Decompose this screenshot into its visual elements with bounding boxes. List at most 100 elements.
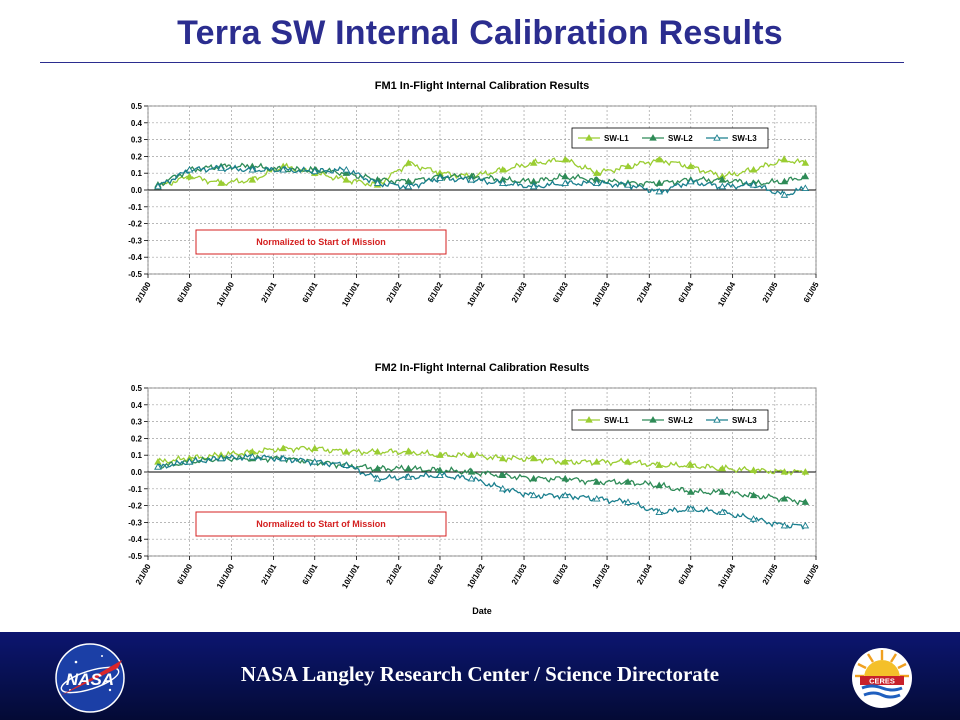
chart-fm1: FM1 In-Flight Internal Calibration Resul…	[128, 80, 821, 308]
x-tick-label: 6/1/02	[426, 280, 445, 304]
data-point-sw-l1	[404, 447, 413, 455]
x-tick-label: 6/1/03	[551, 280, 570, 304]
data-point-sw-l3	[467, 176, 476, 183]
y-tick-label: -0.1	[128, 485, 142, 494]
data-point-sw-l3	[467, 474, 476, 482]
data-point-sw-l3	[373, 474, 382, 482]
data-point-sw-l2	[801, 172, 810, 180]
data-point-sw-l3	[279, 165, 287, 173]
x-tick-label: 2/1/03	[510, 280, 529, 304]
data-point-sw-l2	[749, 491, 758, 499]
data-point-sw-l1	[801, 468, 810, 475]
x-tick-label: 2/1/03	[510, 562, 529, 586]
x-tick-label: 10/1/03	[591, 562, 612, 590]
data-point-sw-l3	[217, 164, 225, 171]
y-tick-label: -0.2	[128, 220, 142, 229]
x-tick-label: 2/1/04	[635, 562, 654, 586]
x-tick-label: 6/1/03	[551, 562, 570, 586]
data-point-sw-l1	[655, 155, 663, 163]
data-point-sw-l1	[801, 159, 810, 166]
y-tick-label: 0.1	[131, 169, 143, 178]
y-tick-label: -0.1	[128, 203, 142, 212]
legend-label: SW-L2	[668, 134, 693, 143]
data-point-sw-l3	[624, 181, 632, 188]
legend-marker-sw-l2	[649, 416, 657, 423]
nasa-logo-text: NASA	[66, 670, 114, 689]
data-point-sw-l3	[718, 508, 727, 515]
data-point-sw-l3	[248, 165, 257, 173]
data-point-sw-l1	[780, 155, 789, 163]
nasa-meatball-icon: NASA	[55, 643, 125, 713]
data-point-sw-l3	[248, 452, 257, 460]
data-point-sw-l3	[749, 181, 758, 188]
data-point-sw-l3	[686, 505, 695, 512]
data-point-sw-l1	[217, 179, 225, 186]
data-point-sw-l2	[655, 179, 663, 186]
x-tick-label: 10/1/03	[591, 280, 612, 308]
data-point-sw-l1	[248, 176, 257, 183]
data-point-sw-l1	[780, 468, 789, 475]
data-point-sw-l1	[498, 165, 507, 173]
data-point-sw-l3	[373, 179, 382, 186]
data-point-sw-l3	[749, 515, 758, 522]
data-point-sw-l3	[404, 182, 413, 190]
data-point-sw-l3	[342, 165, 351, 173]
legend-marker-sw-l3	[713, 416, 721, 423]
legend-box	[571, 409, 769, 431]
data-point-sw-l1	[592, 458, 601, 465]
y-tick-label: 0.1	[131, 451, 143, 460]
x-tick-label: 2/1/05	[761, 562, 780, 586]
y-tick-label: 0.3	[131, 418, 143, 427]
series-line-sw-l3	[157, 453, 806, 530]
x-tick-label: 6/1/02	[426, 562, 445, 586]
data-point-sw-l1	[686, 162, 695, 170]
data-point-sw-l3	[655, 187, 663, 195]
y-tick-label: 0.5	[131, 102, 143, 111]
data-point-sw-l3	[498, 179, 507, 186]
x-tick-label: 10/1/00	[215, 280, 236, 308]
x-tick-label: 2/1/01	[259, 562, 278, 586]
data-point-sw-l3	[686, 177, 695, 185]
x-tick-label: 6/1/00	[175, 280, 194, 304]
data-point-sw-l3	[310, 167, 319, 175]
data-point-sw-l2	[561, 172, 569, 180]
data-point-sw-l3	[185, 458, 194, 465]
annotation-text: Normalized to Start of Mission	[256, 519, 386, 529]
legend-marker-sw-l1	[585, 134, 593, 141]
data-point-sw-l1	[279, 444, 287, 452]
data-point-sw-l3	[592, 179, 601, 186]
x-tick-label: 2/1/01	[259, 280, 278, 304]
x-tick-label: 10/1/02	[465, 562, 486, 590]
data-point-sw-l3	[592, 494, 601, 502]
y-tick-label: 0.0	[131, 186, 143, 195]
data-point-sw-l2	[561, 474, 569, 482]
data-point-sw-l2	[529, 474, 538, 482]
x-tick-label: 6/1/01	[301, 562, 320, 586]
data-point-sw-l1	[342, 447, 351, 455]
legend-marker-sw-l3	[713, 134, 721, 141]
ceres-logo-text: CERES	[869, 677, 895, 686]
y-tick-label: -0.5	[128, 270, 142, 279]
y-tick-label: 0.4	[131, 119, 143, 128]
chart-title: FM1 In-Flight Internal Calibration Resul…	[375, 80, 590, 92]
x-tick-label: 2/1/00	[134, 280, 153, 304]
data-point-sw-l3	[801, 521, 810, 529]
x-tick-label: 10/1/01	[340, 562, 361, 590]
annotation-text: Normalized to Start of Mission	[256, 237, 386, 247]
y-tick-label: 0.2	[131, 152, 143, 161]
y-tick-label: 0.5	[131, 384, 143, 393]
title-divider	[40, 62, 904, 63]
x-tick-label: 2/1/00	[134, 562, 153, 586]
data-point-sw-l1	[310, 444, 319, 452]
data-point-sw-l1	[436, 451, 444, 458]
data-point-sw-l1	[467, 451, 476, 458]
x-tick-label: 2/1/02	[385, 562, 404, 586]
data-point-sw-l3	[780, 191, 789, 198]
y-tick-label: -0.3	[128, 518, 142, 527]
data-point-sw-l3	[718, 182, 727, 190]
footer-text: NASA Langley Research Center / Science D…	[240, 662, 720, 686]
y-tick-label: -0.4	[128, 253, 142, 262]
data-point-sw-l1	[561, 155, 569, 163]
legend-label: SW-L2	[668, 416, 693, 425]
data-point-sw-l3	[498, 484, 507, 492]
